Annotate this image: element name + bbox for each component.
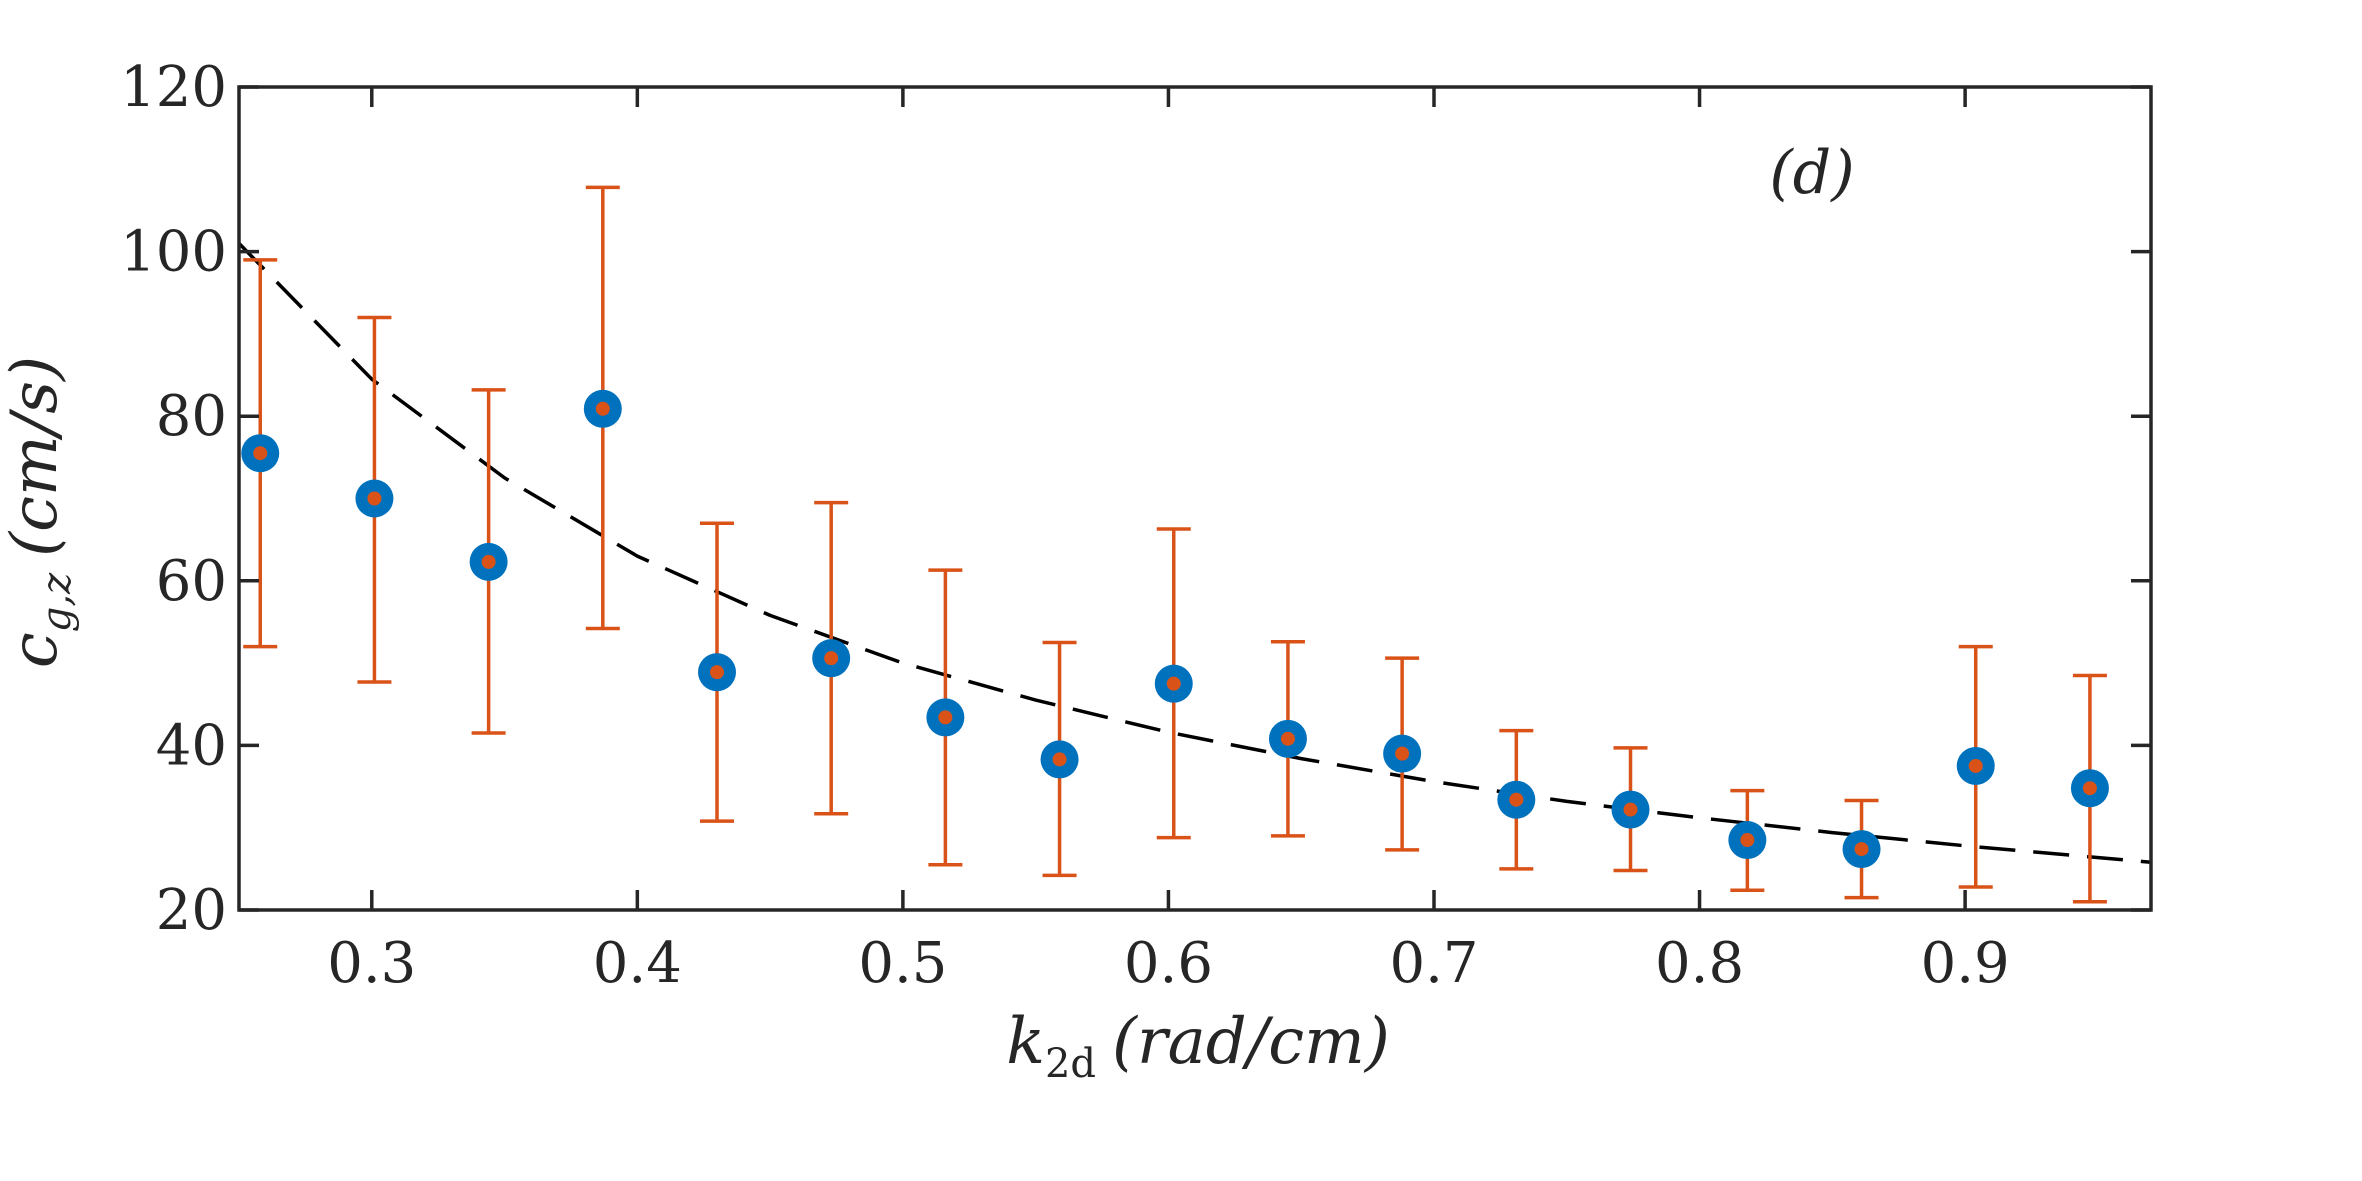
- data-point-center: [2082, 781, 2097, 796]
- x-tick-label: 0.5: [858, 931, 947, 996]
- data-point-center: [481, 554, 496, 569]
- y-tick-label: 120: [120, 55, 227, 120]
- x-tick-label: 0.9: [1921, 931, 2010, 996]
- x-axis-symbol: k: [1006, 1005, 1045, 1079]
- x-tick-label: 0.4: [593, 931, 682, 996]
- data-point-center: [1968, 758, 1983, 773]
- data-point-layer: [241, 389, 2109, 869]
- y-axis-label: cg,z (cm/s): [0, 356, 80, 668]
- tick-layer: 0.3 0.4 0.5 0.6 0.7 0.8 0.9 20 40 60 80 100 120: [120, 55, 2151, 996]
- x-axis-label: k2d (rad/cm): [1006, 1005, 1390, 1087]
- y-axis-unit: (cm/s): [0, 356, 72, 557]
- fit-line: [237, 242, 2152, 865]
- data-point-center: [1509, 792, 1524, 807]
- y-tick-label: 80: [156, 384, 227, 449]
- data-point-center: [824, 651, 839, 666]
- y-axis-symbol: c: [0, 632, 72, 668]
- data-point-center: [367, 491, 382, 506]
- y-tick-label: 40: [156, 713, 227, 778]
- data-point-center: [1623, 802, 1638, 817]
- data-point-center: [1740, 833, 1755, 848]
- y-tick-label: 100: [120, 220, 227, 285]
- data-point-center: [1854, 842, 1869, 857]
- data-point-center: [1166, 676, 1181, 691]
- x-tick-label: 0.7: [1389, 931, 1478, 996]
- panel-label: (d): [1769, 138, 1854, 208]
- data-point-center: [710, 665, 724, 680]
- x-tick-label: 0.6: [1124, 931, 1213, 996]
- data-point-center: [595, 401, 610, 416]
- x-tick-label: 0.3: [327, 931, 416, 996]
- data-point-center: [253, 446, 268, 461]
- y-axis-subscript: g,z: [34, 572, 80, 632]
- data-point-center: [1395, 746, 1410, 761]
- data-point-center: [1280, 731, 1295, 746]
- plot-frame: [237, 85, 2153, 912]
- fit-line-layer: [237, 242, 2152, 865]
- x-axis-subscript: 2d: [1045, 1041, 1096, 1087]
- data-point-center: [1052, 752, 1067, 767]
- y-tick-label: 60: [156, 549, 227, 614]
- y-tick-label: 20: [156, 878, 227, 943]
- x-tick-label: 0.8: [1655, 931, 1744, 996]
- data-point-center: [938, 710, 953, 725]
- x-axis-unit: (rad/cm): [1112, 1005, 1390, 1079]
